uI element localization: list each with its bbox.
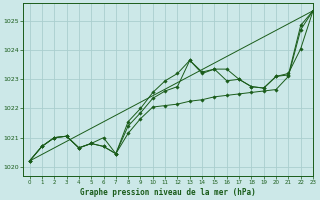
X-axis label: Graphe pression niveau de la mer (hPa): Graphe pression niveau de la mer (hPa) <box>80 188 256 197</box>
